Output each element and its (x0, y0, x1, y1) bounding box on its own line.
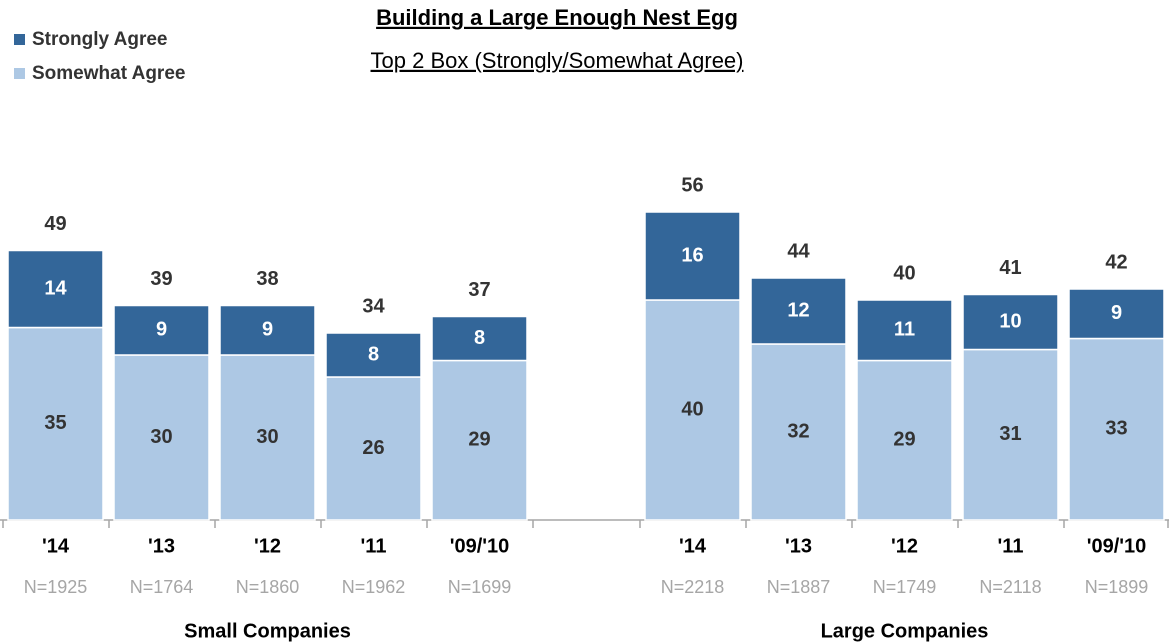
chart-subtitle: Top 2 Box (Strongly/Somewhat Agree) (371, 48, 744, 73)
x-tick-label: '12 (254, 535, 281, 557)
bar-segment (431, 359, 528, 521)
value-label: 30 (256, 426, 278, 448)
chart-title: Building a Large Enough Nest Egg (376, 5, 738, 30)
x-tick-label: '14 (42, 535, 70, 557)
value-label: 40 (681, 398, 703, 420)
legend-label: Somewhat Agree (32, 63, 185, 84)
value-label: 9 (262, 319, 273, 341)
value-label: 8 (368, 343, 379, 365)
value-label: 35 (44, 412, 66, 434)
bar-segment (856, 359, 953, 521)
bar-segment (856, 299, 953, 362)
sample-size: N=1749 (873, 577, 937, 597)
bar-segment (431, 315, 528, 362)
value-label: 31 (999, 423, 1021, 445)
value-label: 16 (681, 244, 703, 266)
total-label: 49 (44, 213, 66, 235)
total-label: 41 (999, 257, 1021, 279)
total-label: 44 (787, 240, 810, 262)
bar-segment (325, 376, 422, 521)
legend-swatch (14, 68, 25, 79)
bar-segment (1068, 288, 1165, 340)
x-tick-label: '13 (148, 535, 175, 557)
total-label: 56 (681, 174, 703, 196)
value-label: 29 (893, 429, 915, 451)
x-tick-label: '09/'10 (450, 535, 510, 557)
legend-label: Strongly Agree (32, 29, 168, 50)
value-label: 33 (1105, 418, 1127, 440)
x-tick-label: '13 (785, 535, 812, 557)
bar-segment (113, 354, 210, 521)
group-label: Small Companies (184, 620, 351, 642)
total-label: 42 (1105, 251, 1127, 273)
x-tick-label: '11 (998, 535, 1024, 557)
bar-segment (219, 354, 316, 521)
bar-segment (325, 332, 422, 378)
group-label: Large Companies (821, 620, 989, 642)
sample-size: N=1962 (342, 577, 406, 597)
sample-size: N=1860 (236, 577, 300, 597)
total-label: 40 (893, 262, 915, 284)
sample-size: N=1699 (448, 577, 512, 597)
bar-segment (113, 304, 210, 356)
total-label: 38 (256, 268, 278, 290)
value-label: 9 (156, 319, 167, 341)
sample-size: N=1764 (130, 577, 194, 597)
value-label: 30 (150, 426, 172, 448)
sample-size: N=2218 (661, 577, 725, 597)
bar-segment (750, 277, 847, 345)
bar-segment (7, 249, 104, 329)
bar-segment (750, 343, 847, 521)
value-label: 14 (44, 277, 67, 299)
total-label: 34 (362, 295, 385, 317)
total-label: 39 (150, 268, 172, 290)
sample-size: N=1925 (24, 577, 88, 597)
bar-segment (962, 293, 1059, 351)
bar-segment (644, 211, 741, 301)
value-label: 9 (1111, 302, 1122, 324)
value-label: 29 (468, 429, 490, 451)
bar-segment (962, 348, 1059, 521)
x-tick-label: '14 (679, 535, 707, 557)
value-label: 32 (787, 420, 809, 442)
sample-size: N=2118 (979, 577, 1041, 597)
value-label: 10 (999, 310, 1021, 332)
x-tick-label: '09/'10 (1087, 535, 1147, 557)
x-tick-label: '11 (361, 535, 387, 557)
value-label: 12 (787, 299, 809, 321)
total-label: 37 (468, 279, 490, 301)
sample-size: N=1899 (1085, 577, 1149, 597)
legend-swatch (14, 34, 25, 45)
bar-segment (219, 304, 316, 356)
value-label: 26 (362, 437, 384, 459)
sample-size: N=1887 (767, 577, 831, 597)
value-label: 8 (474, 327, 485, 349)
bar-segment (7, 326, 104, 521)
value-label: 11 (894, 319, 915, 341)
x-tick-label: '12 (891, 535, 918, 557)
